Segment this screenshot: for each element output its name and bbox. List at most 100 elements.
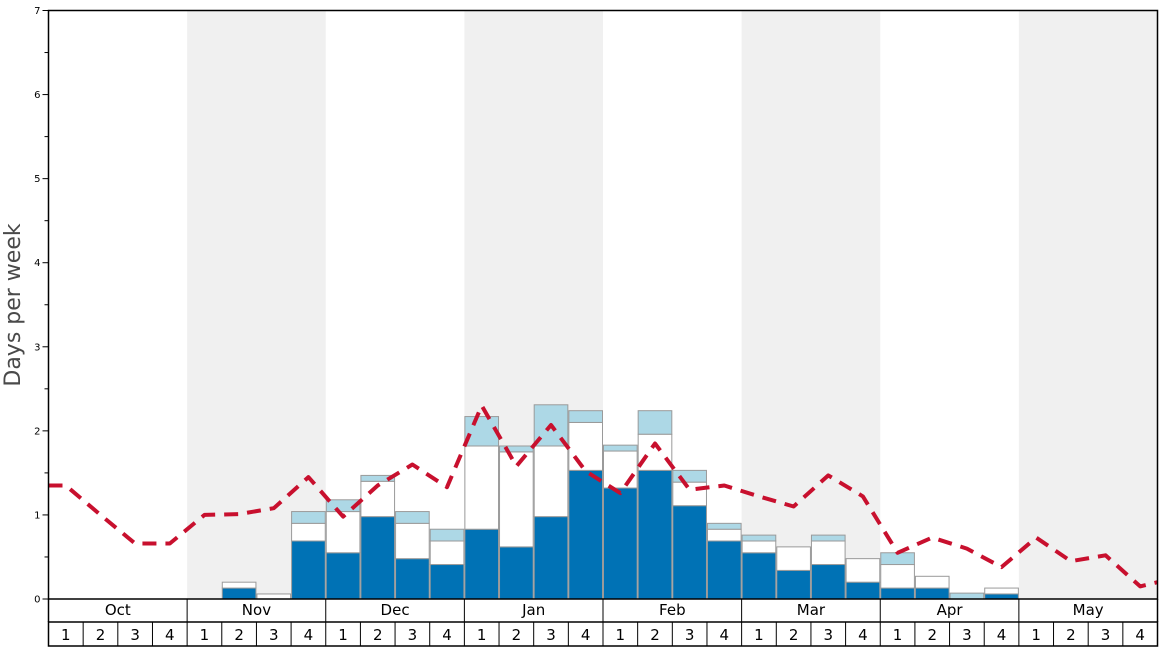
bar-dark-25 xyxy=(914,587,950,600)
bar-white-13 xyxy=(499,451,534,548)
bar-white-11 xyxy=(429,540,465,566)
week-label: 1 xyxy=(893,626,903,644)
bar-white-24 xyxy=(880,564,915,589)
bar-white-18 xyxy=(672,481,707,507)
bar-light-20 xyxy=(741,534,777,542)
bar-white-27 xyxy=(984,587,1019,595)
bar-light-16 xyxy=(603,444,638,452)
bar-light-7 xyxy=(291,511,326,524)
y-axis-title: Days per week xyxy=(1,223,26,386)
month-label-may: May xyxy=(1073,601,1104,619)
bar-dark-10 xyxy=(395,558,430,600)
bar-white-19 xyxy=(706,528,742,542)
bar-light-19 xyxy=(706,522,742,530)
bar-light-9 xyxy=(360,474,396,482)
bar-dark-19 xyxy=(706,540,742,600)
bar-white-17 xyxy=(637,433,673,471)
bar-white-20 xyxy=(741,540,777,554)
month-shade-mar xyxy=(741,10,881,599)
bar-dark-21 xyxy=(776,569,811,600)
month-label-apr: Apr xyxy=(937,601,964,619)
week-label: 3 xyxy=(1101,626,1111,644)
y-tick-label: 3 xyxy=(34,342,40,353)
bar-white-12 xyxy=(464,445,500,530)
week-label: 3 xyxy=(130,626,140,644)
bar-white-21 xyxy=(776,546,811,571)
week-label: 4 xyxy=(442,626,452,644)
bar-dark-23 xyxy=(845,581,881,600)
y-tick-label: 5 xyxy=(34,174,40,185)
bar-dark-15 xyxy=(568,469,603,600)
week-label: 1 xyxy=(754,626,764,644)
bar-white-14 xyxy=(533,445,569,518)
y-tick-label: 4 xyxy=(34,258,40,269)
bar-white-7 xyxy=(291,522,326,542)
y-tick-label: 0 xyxy=(34,595,40,606)
month-label-nov: Nov xyxy=(242,601,271,619)
bar-light-10 xyxy=(395,511,430,524)
week-label: 3 xyxy=(269,626,279,644)
week-label: 4 xyxy=(858,626,868,644)
bar-light-22 xyxy=(810,534,846,542)
week-label: 1 xyxy=(1031,626,1041,644)
month-label-mar: Mar xyxy=(797,601,826,619)
bar-dark-13 xyxy=(499,546,534,600)
week-label: 2 xyxy=(1066,626,1076,644)
month-shade-may xyxy=(1018,10,1158,599)
bar-light-15 xyxy=(568,410,603,423)
bar-dark-17 xyxy=(637,469,673,600)
line-layer xyxy=(48,403,1158,589)
week-label: 3 xyxy=(823,626,833,644)
bar-dark-24 xyxy=(880,587,915,600)
week-label: 3 xyxy=(685,626,695,644)
bar-dark-14 xyxy=(533,516,569,600)
bar-light-8 xyxy=(325,499,361,513)
week-label: 1 xyxy=(616,626,626,644)
bar-dark-7 xyxy=(291,540,326,600)
bar-light-26 xyxy=(949,592,985,600)
bar-white-5 xyxy=(221,581,257,589)
bar-dark-18 xyxy=(672,505,707,600)
bar-dark-8 xyxy=(325,552,361,600)
bar-dark-16 xyxy=(603,487,638,600)
week-label: 3 xyxy=(546,626,556,644)
week-label: 2 xyxy=(96,626,106,644)
bar-light-11 xyxy=(429,528,465,542)
week-label: 1 xyxy=(61,626,71,644)
month-shade-nov xyxy=(187,10,326,599)
month-label-dec: Dec xyxy=(381,601,410,619)
bar-dark-20 xyxy=(741,552,777,600)
y-axis: 0 1 2 3 4 5 6 7 xyxy=(34,6,49,606)
week-label: 4 xyxy=(997,626,1007,644)
week-label: 4 xyxy=(581,626,591,644)
bar-dark-22 xyxy=(810,564,846,600)
bar-dark-9 xyxy=(360,516,396,600)
month-shading xyxy=(187,10,1158,599)
week-label: 2 xyxy=(927,626,937,644)
bar-light-18 xyxy=(672,469,707,483)
bar-white-16 xyxy=(603,450,638,489)
week-label: 3 xyxy=(408,626,418,644)
bar-dark-11 xyxy=(429,564,465,600)
month-label-oct: Oct xyxy=(105,601,131,619)
week-label: 4 xyxy=(720,626,730,644)
bar-dark-12 xyxy=(464,528,500,600)
month-label-jan: Jan xyxy=(521,601,545,619)
bar-white-6 xyxy=(256,593,292,600)
week-label: 1 xyxy=(338,626,348,644)
y-tick-label: 6 xyxy=(34,90,40,101)
week-label: 1 xyxy=(477,626,487,644)
bar-dark-5 xyxy=(221,587,257,600)
y-tick-label: 7 xyxy=(34,6,40,17)
week-label: 2 xyxy=(789,626,799,644)
bar-white-22 xyxy=(810,540,846,566)
week-label: 2 xyxy=(512,626,522,644)
bar-dark-27 xyxy=(984,593,1019,600)
y-tick-label: 2 xyxy=(34,426,40,437)
bar-white-23 xyxy=(845,558,881,583)
bar-white-10 xyxy=(395,522,430,560)
week-label: 1 xyxy=(200,626,210,644)
week-label: 2 xyxy=(650,626,660,644)
bar-light-12 xyxy=(464,416,500,447)
